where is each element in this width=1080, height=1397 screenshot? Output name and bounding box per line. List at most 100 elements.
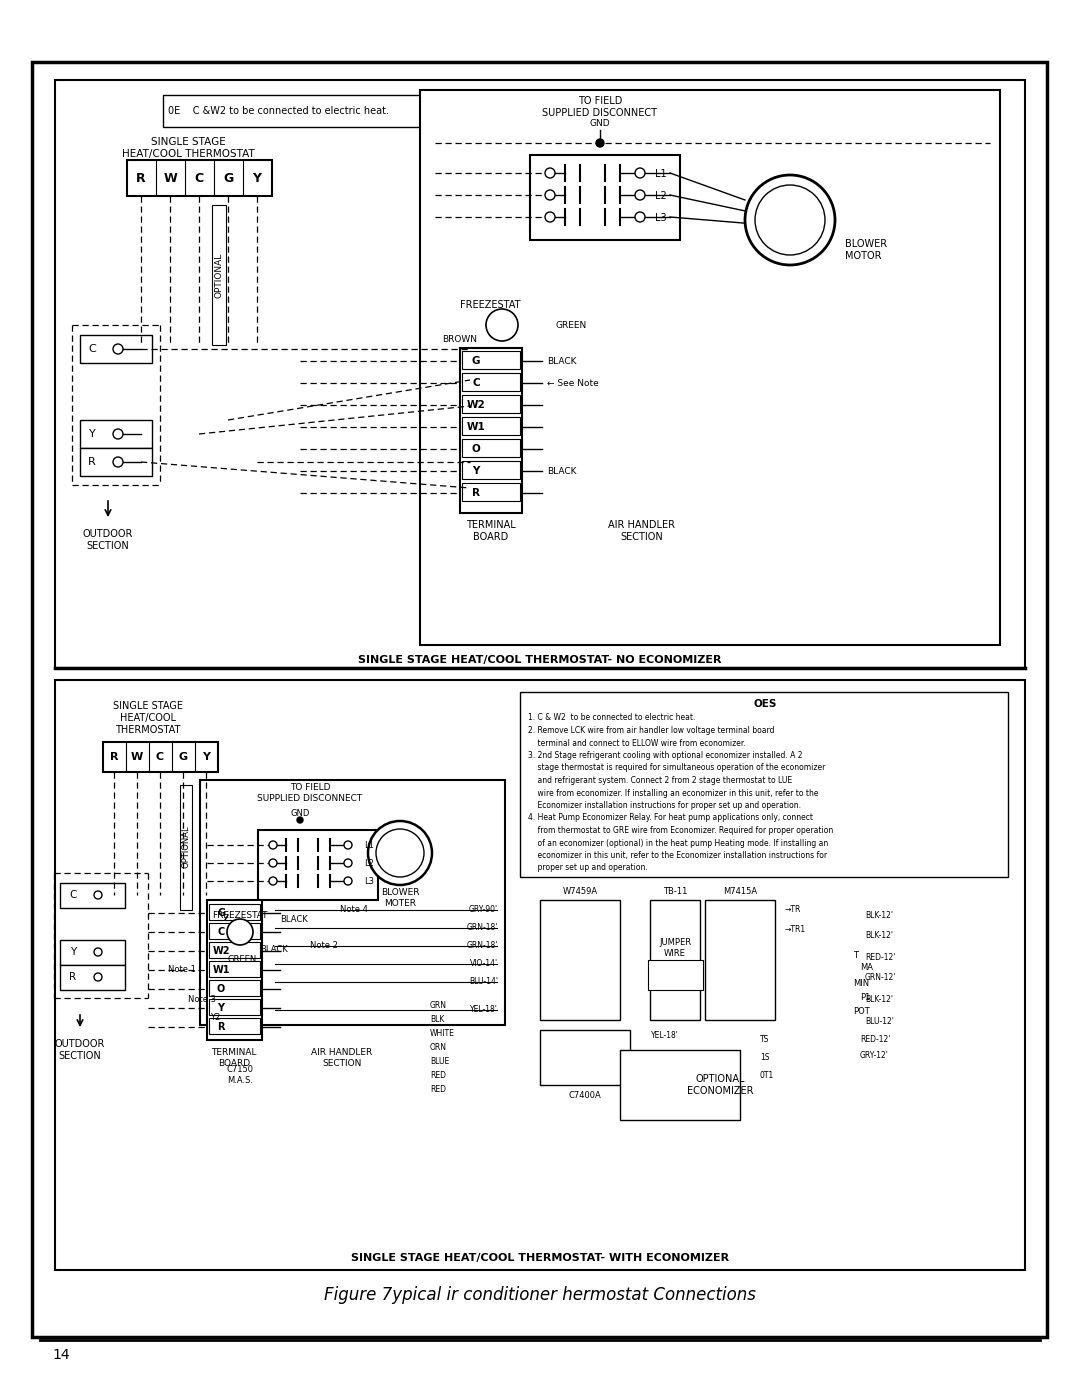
Text: WHITE: WHITE <box>430 1028 455 1038</box>
Text: OPTIONAL
ECONOMIZER: OPTIONAL ECONOMIZER <box>687 1074 753 1095</box>
Text: BLK-12': BLK-12' <box>865 930 893 940</box>
Text: BLACK: BLACK <box>546 356 577 366</box>
Bar <box>55 680 1025 1270</box>
Text: AIR HANDLER
SECTION: AIR HANDLER SECTION <box>608 520 675 542</box>
Text: from thermostat to GRE wire from Economizer. Required for proper operation: from thermostat to GRE wire from Economi… <box>528 826 834 835</box>
Text: O: O <box>472 444 481 454</box>
Circle shape <box>113 457 123 467</box>
Bar <box>420 89 1000 645</box>
Text: RED-12': RED-12' <box>860 1035 890 1045</box>
Bar <box>80 448 152 476</box>
Text: T: T <box>853 950 858 960</box>
Text: P1: P1 <box>860 992 870 1002</box>
Bar <box>210 999 260 1016</box>
Text: W7459A: W7459A <box>563 887 597 897</box>
Circle shape <box>635 212 645 222</box>
Text: 14: 14 <box>52 1348 69 1362</box>
Text: SINGLE STAGE
HEAT/COOL
THERMOSTAT: SINGLE STAGE HEAT/COOL THERMOSTAT <box>113 701 183 735</box>
Circle shape <box>345 859 352 868</box>
Text: BLACK: BLACK <box>546 467 577 475</box>
Bar <box>60 883 125 908</box>
Text: BLU-12': BLU-12' <box>865 1017 894 1027</box>
Circle shape <box>486 309 518 341</box>
Text: R: R <box>217 1023 225 1032</box>
Text: GRY-90': GRY-90' <box>469 905 498 915</box>
Circle shape <box>745 175 835 265</box>
Text: 0T1: 0T1 <box>760 1070 774 1080</box>
Bar <box>462 373 519 391</box>
Bar <box>462 395 519 414</box>
Bar <box>462 351 519 369</box>
Text: of an economizer (optional) in the heat pump Heating mode. If installing an: of an economizer (optional) in the heat … <box>528 838 828 848</box>
Text: →TR: →TR <box>785 905 801 915</box>
Bar <box>80 420 152 448</box>
Circle shape <box>345 877 352 886</box>
Bar <box>60 940 125 965</box>
Text: terminal and connect to ELLOW wire from economizer.: terminal and connect to ELLOW wire from … <box>528 739 746 747</box>
Text: ORN: ORN <box>430 1042 447 1052</box>
Text: C: C <box>89 344 96 353</box>
Circle shape <box>596 138 604 147</box>
Text: TO FIELD
SUPPLIED DISCONNECT: TO FIELD SUPPLIED DISCONNECT <box>542 96 658 117</box>
Circle shape <box>94 891 102 900</box>
Circle shape <box>376 828 424 877</box>
Text: TB-11: TB-11 <box>663 887 687 897</box>
Circle shape <box>113 344 123 353</box>
Bar <box>462 416 519 434</box>
Bar <box>650 900 700 1020</box>
Text: Y: Y <box>89 429 95 439</box>
Bar <box>530 155 680 240</box>
Text: 2. Remove LCK wire from air handler low voltage terminal board: 2. Remove LCK wire from air handler low … <box>528 726 774 735</box>
Text: Y: Y <box>202 752 210 761</box>
Text: Y: Y <box>217 1003 225 1013</box>
Text: Note 3: Note 3 <box>188 996 216 1004</box>
Circle shape <box>755 184 825 256</box>
Text: OUTDOOR
SECTION: OUTDOOR SECTION <box>83 529 133 550</box>
Text: GREEN: GREEN <box>228 956 257 964</box>
Text: GND: GND <box>291 809 310 817</box>
Text: OPTIONAL: OPTIONAL <box>181 826 190 869</box>
Text: MIN: MIN <box>853 978 869 988</box>
Circle shape <box>368 821 432 886</box>
Bar <box>103 742 218 773</box>
Circle shape <box>269 859 276 868</box>
Text: Y2: Y2 <box>210 1013 220 1023</box>
Bar <box>540 900 620 1020</box>
Text: TERMINAL
BOARD: TERMINAL BOARD <box>467 520 516 542</box>
Text: L1: L1 <box>364 841 374 851</box>
Circle shape <box>94 949 102 956</box>
Text: SINGLE STAGE HEAT/COOL THERMOSTAT- NO ECONOMIZER: SINGLE STAGE HEAT/COOL THERMOSTAT- NO EC… <box>359 655 721 665</box>
Text: Y: Y <box>253 172 261 184</box>
Bar <box>207 900 262 1039</box>
Text: MA: MA <box>860 964 873 972</box>
Text: OUTDOOR
SECTION: OUTDOOR SECTION <box>55 1039 105 1060</box>
Text: SINGLE STAGE
HEAT/COOL THERMOSTAT: SINGLE STAGE HEAT/COOL THERMOSTAT <box>122 137 255 159</box>
Text: W: W <box>131 752 144 761</box>
Text: G: G <box>178 752 188 761</box>
Text: FREEZESTAT: FREEZESTAT <box>213 911 268 919</box>
Text: RED: RED <box>430 1070 446 1080</box>
Text: L1: L1 <box>654 169 666 179</box>
Text: W1: W1 <box>467 422 485 432</box>
Circle shape <box>545 168 555 177</box>
Text: VIO-14': VIO-14' <box>470 960 498 968</box>
Circle shape <box>94 972 102 981</box>
Text: POT: POT <box>853 1007 869 1017</box>
Text: R: R <box>69 972 77 982</box>
Text: GND: GND <box>590 119 610 129</box>
Text: RED-12': RED-12' <box>865 954 895 963</box>
Text: L2: L2 <box>364 859 374 869</box>
Circle shape <box>635 190 645 200</box>
Circle shape <box>635 168 645 177</box>
Text: stage thermostat is required for simultaneous operation of the economizer: stage thermostat is required for simulta… <box>528 764 825 773</box>
Text: TERMINAL
BOARD: TERMINAL BOARD <box>212 1048 257 1067</box>
Text: W1: W1 <box>213 965 230 975</box>
Text: C: C <box>472 379 480 388</box>
Text: 0E    C &W2 to be connected to electric heat.: 0E C &W2 to be connected to electric hea… <box>168 106 389 116</box>
Bar <box>210 981 260 996</box>
Bar <box>210 1018 260 1034</box>
Text: C: C <box>156 752 164 761</box>
Text: R: R <box>472 488 480 497</box>
Text: FREEZESTAT: FREEZESTAT <box>460 300 521 310</box>
Text: AIR HANDLER
SECTION: AIR HANDLER SECTION <box>311 1048 373 1067</box>
